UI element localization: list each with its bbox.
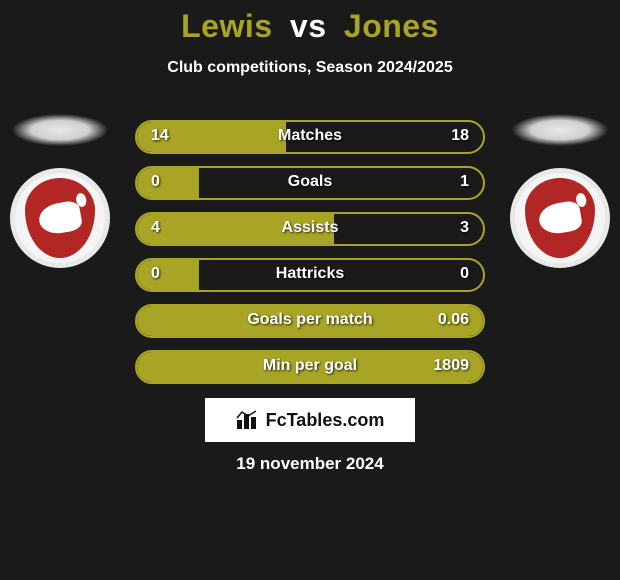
stat-label: Assists (282, 219, 339, 237)
stat-right-value: 18 (451, 127, 469, 145)
player2-name: Jones (344, 8, 439, 44)
stat-bar: 0 Goals 1 (135, 166, 485, 200)
player2-column (510, 110, 610, 268)
shrimp-icon (537, 200, 584, 237)
stat-bar: Min per goal 1809 (135, 350, 485, 384)
stat-bars: 14Matches180Goals14Assists30Hattricks0Go… (135, 120, 485, 384)
player2-silhouette (510, 110, 610, 150)
player1-column (10, 110, 110, 268)
stat-bar: 14 Matches 18 (135, 120, 485, 154)
stat-label: Goals per match (247, 311, 372, 329)
player1-club-logo (10, 168, 110, 268)
stat-right-value: 1 (460, 173, 469, 191)
stat-bar-fill (137, 260, 199, 290)
stat-label: Matches (278, 127, 342, 145)
player2-club-logo (510, 168, 610, 268)
subtitle-text: Club competitions, Season 2024/2025 (0, 59, 620, 77)
comparison-title: Lewis vs Jones (0, 0, 620, 45)
shield-icon (525, 178, 595, 258)
shield-icon (25, 178, 95, 258)
stat-left-value: 14 (151, 127, 169, 145)
player1-name: Lewis (181, 8, 272, 44)
bar-chart-icon (236, 410, 262, 430)
stat-right-value: 0.06 (438, 311, 469, 329)
vs-text: vs (290, 8, 327, 44)
stat-label: Goals (288, 173, 332, 191)
stat-bar: 0 Hattricks 0 (135, 258, 485, 292)
stat-left-value: 0 (151, 265, 160, 283)
stat-left-value: 4 (151, 219, 160, 237)
stat-bar: 4 Assists 3 (135, 212, 485, 246)
stat-right-value: 0 (460, 265, 469, 283)
stat-label: Min per goal (263, 357, 357, 375)
shrimp-icon (37, 200, 84, 237)
brand-text: FcTables.com (266, 410, 385, 431)
stat-bar-fill (137, 168, 199, 198)
date-text: 19 november 2024 (236, 454, 383, 474)
stat-right-value: 3 (460, 219, 469, 237)
stat-bar: Goals per match 0.06 (135, 304, 485, 338)
stat-right-value: 1809 (433, 357, 469, 375)
brand-box: FcTables.com (205, 398, 415, 442)
player1-silhouette (10, 110, 110, 150)
stat-label: Hattricks (276, 265, 344, 283)
stat-left-value: 0 (151, 173, 160, 191)
